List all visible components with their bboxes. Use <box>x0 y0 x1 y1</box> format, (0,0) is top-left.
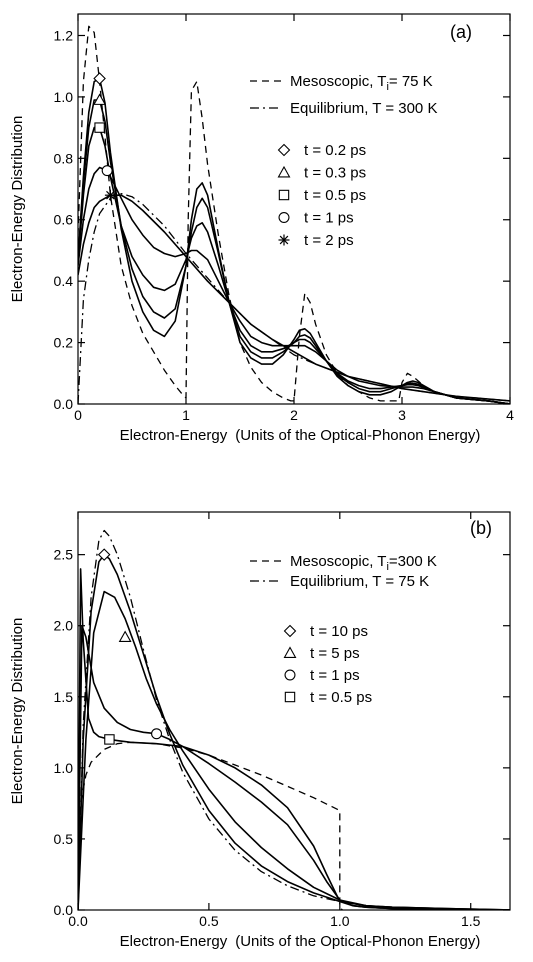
x-tick-label: 1.0 <box>330 913 350 929</box>
legend-label-sub: i <box>386 81 388 93</box>
legend-marker-triangle <box>277 165 291 178</box>
x-tick-label: 1 <box>182 407 190 423</box>
legend-marker-label: t = 1 ps <box>310 667 360 684</box>
legend-marker-label: t = 0.2 ps <box>304 142 366 159</box>
series-marker-triangle <box>118 630 132 643</box>
series-marker-square <box>94 122 105 133</box>
panel-a: 0 1 2 3 4 0.0 0.2 0.4 0.6 0.8 1.0 1.2 Electron-Energ… <box>9 13 514 444</box>
legend-marker-label: t = 0.3 ps <box>304 165 366 182</box>
series-marker-circle <box>101 165 113 177</box>
series-line-t-5-ps <box>78 590 510 910</box>
legend-marker-triangle <box>283 646 297 658</box>
x-tick-label: 0.5 <box>199 913 219 929</box>
y-tick-label: 0.6 <box>54 212 74 228</box>
series-line-dashed <box>78 25 510 404</box>
legend-label-main: Mesoscopic, T <box>290 73 386 90</box>
legend-marker-square <box>278 189 290 201</box>
x-tick-label: 0.0 <box>68 913 88 929</box>
y-tick-label: 0.2 <box>54 335 74 351</box>
x-tick-label: 3 <box>398 407 406 423</box>
y-tick-label: 1.0 <box>54 89 74 105</box>
y-tick-label: 1.2 <box>54 27 74 43</box>
series-marker-square <box>104 734 115 745</box>
legend-line-label: Equilibrium, T = 75 K <box>290 573 429 590</box>
legend-line-label: Equilibrium, T = 300 K <box>290 100 437 117</box>
series-line-dashed <box>78 741 343 910</box>
panel-label: (b) <box>470 518 492 538</box>
legend-label-sub: i <box>386 561 388 573</box>
legend-marker-asterisk <box>278 234 290 246</box>
series-marker-circle <box>151 728 163 740</box>
legend-label-rest: = 75 K <box>389 73 433 90</box>
legend-marker-label: t = 1 ps <box>304 210 354 227</box>
y-tick-label: 0.0 <box>54 396 74 412</box>
series-line-t-1-ps <box>78 166 510 404</box>
y-tick-label: 0.4 <box>54 273 74 289</box>
series-marker-triangle <box>93 93 107 105</box>
plot-frame <box>77 511 511 911</box>
series-line-t-0-3-ps <box>78 99 510 404</box>
asterisk-stroke <box>279 235 289 245</box>
legend-marker-circle <box>284 669 296 681</box>
series-line-t-0-5-ps <box>78 568 510 910</box>
x-tick-label: 2 <box>290 407 298 423</box>
x-tick-label: 1.5 <box>461 913 481 929</box>
x-tick-label: 0 <box>74 407 82 423</box>
y-axis-label: Electron-Energy Distribution <box>9 116 26 303</box>
x-axis-label-main: Electron-Energy <box>120 933 228 950</box>
legend-marker-label: t = 2 ps <box>304 232 354 249</box>
y-tick-label: 1.0 <box>54 760 74 776</box>
y-tick-label: 0.8 <box>54 150 74 166</box>
series-line-dashdot <box>78 192 510 404</box>
legend-label-main: Equilibrium, T = 300 K <box>290 100 437 117</box>
asterisk-stroke <box>106 190 115 200</box>
x-axis-label: Electron-Energy (Units of the Optical-Pho… <box>120 933 481 950</box>
series-marker-diamond <box>97 548 111 561</box>
legend-marker-diamond <box>283 624 297 638</box>
y-tick-label: 0.0 <box>54 902 74 918</box>
y-tick-label: 0.5 <box>54 831 74 847</box>
legend-label-rest: =300 K <box>389 553 437 570</box>
x-axis-label-units: (Units of the Optical-Phonon Energy) <box>235 933 480 950</box>
series-line-t-2-ps <box>78 194 510 402</box>
legend-marker-label: t = 0.5 ps <box>310 689 372 706</box>
legend-marker-diamond <box>277 143 291 157</box>
legend-line-label: Mesoscopic, Ti= 75 K <box>290 73 433 93</box>
legend-marker-label: t = 0.5 ps <box>304 187 366 204</box>
plot-area <box>78 25 510 404</box>
x-tick-label: 4 <box>506 407 514 423</box>
y-tick-label: 1.5 <box>54 689 74 705</box>
panel-b: 0.0 0.5 1.0 1.5 0.0 0.5 1.0 1.5 2.0 2.5 Electron-E… <box>9 511 511 950</box>
panel-label: (a) <box>450 22 472 42</box>
series-line-t-0-5-ps <box>78 126 510 404</box>
legend-marker-label: t = 10 ps <box>310 623 368 640</box>
legend-marker-circle <box>278 212 290 224</box>
x-axis-label-main: Electron-Energy <box>120 427 228 444</box>
series-marker-asterisk <box>104 189 116 201</box>
x-axis-label: Electron-Energy (Units of the Optical-Pho… <box>120 427 481 444</box>
x-axis-label-units: (Units of the Optical-Phonon Energy) <box>235 427 480 444</box>
y-tick-label: 2.0 <box>54 618 74 634</box>
y-tick-label: 2.5 <box>54 547 74 563</box>
legend-marker-label: t = 5 ps <box>310 645 360 662</box>
series-marker-diamond <box>93 72 106 85</box>
legend-line-label: Mesoscopic, Ti=300 K <box>290 553 437 573</box>
legend-label-main: Equilibrium, T = 75 K <box>290 573 429 590</box>
y-axis-label: Electron-Energy Distribution <box>9 618 26 805</box>
legend-marker-square <box>284 691 296 703</box>
legend-label-main: Mesoscopic, T <box>290 553 386 570</box>
